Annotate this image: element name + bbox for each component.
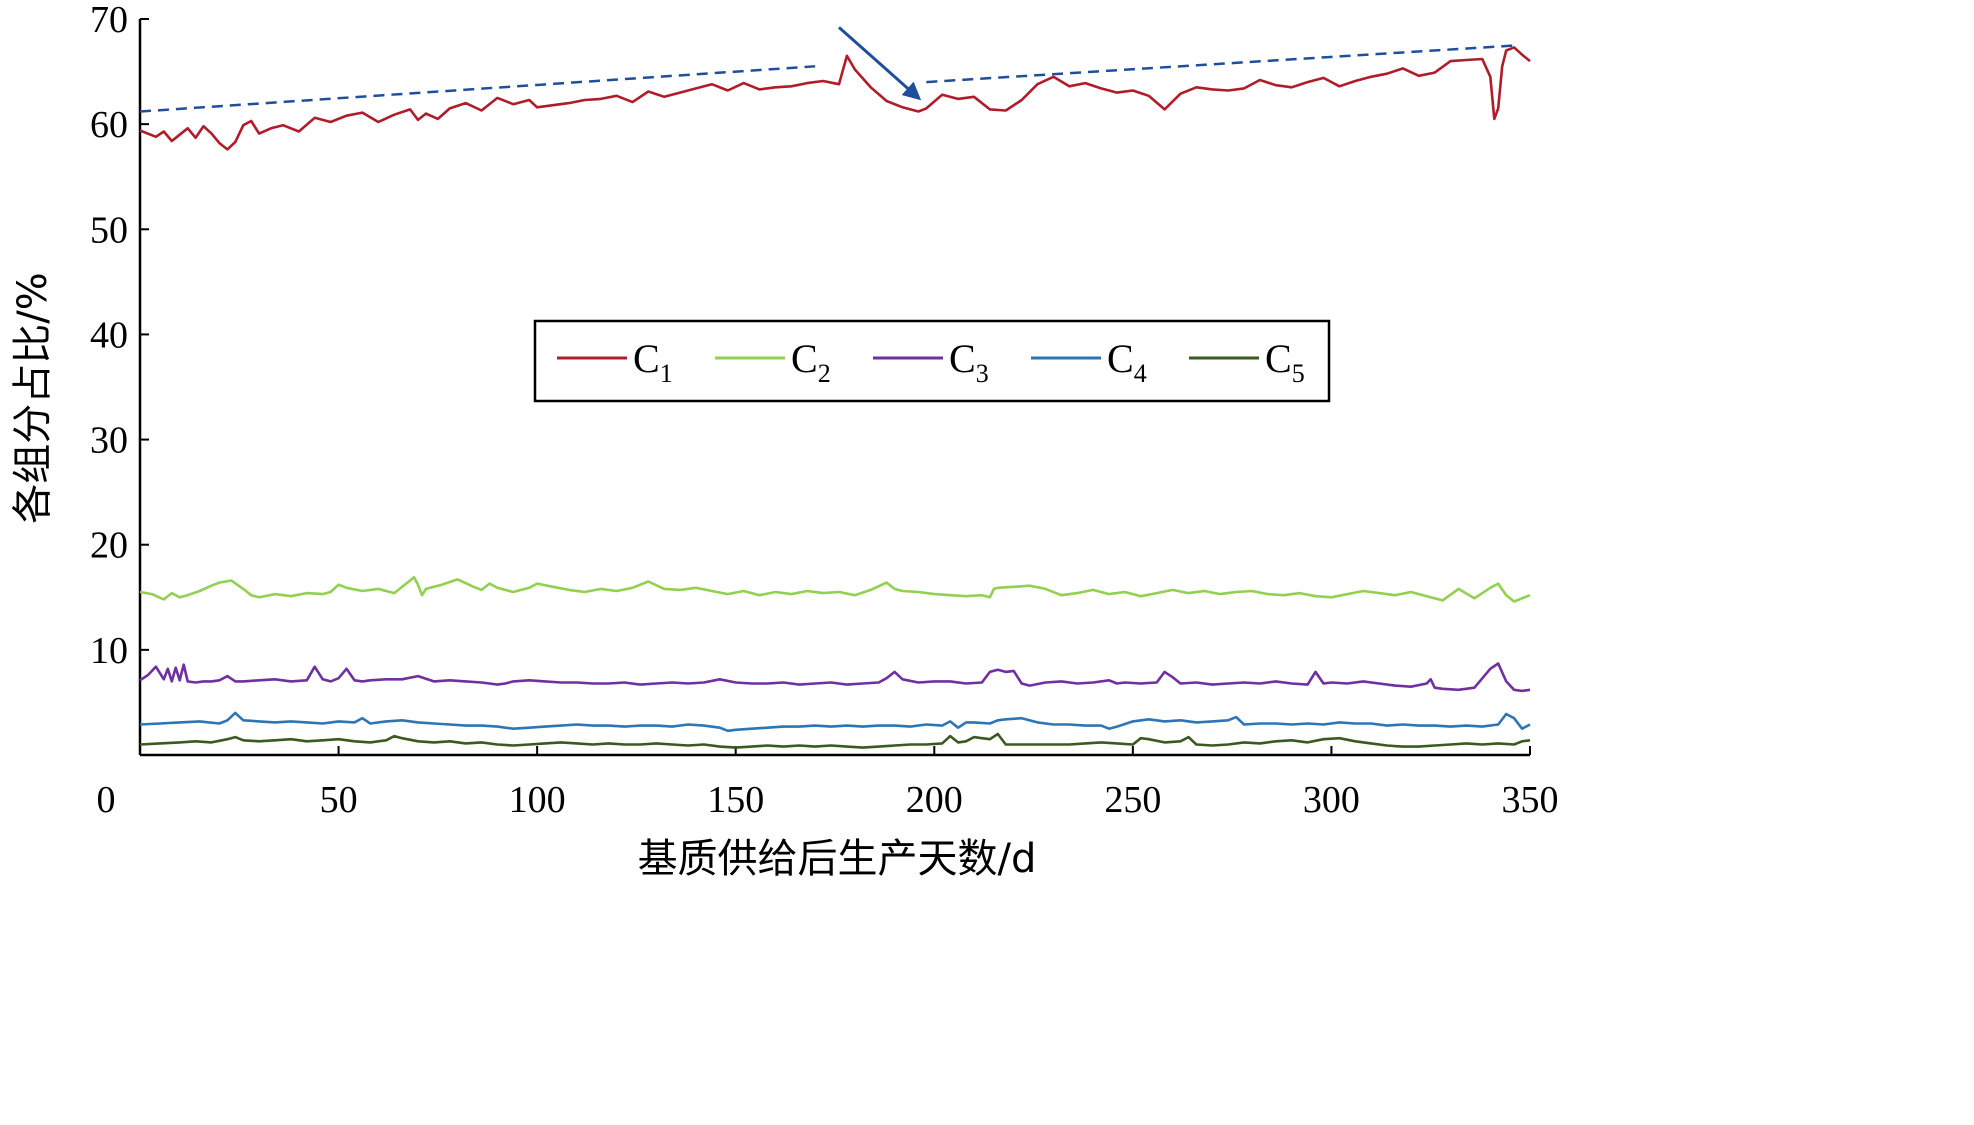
legend-label-main: C [949, 336, 976, 381]
legend-label: C4 [1107, 336, 1147, 388]
legend-label: C5 [1265, 336, 1305, 388]
trend-line [139, 65, 816, 113]
series-layer [139, 46, 1531, 749]
y-tick-label: 20 [90, 525, 128, 567]
legend-label-main: C [633, 336, 660, 381]
legend-label-sub: 5 [1292, 359, 1305, 388]
x-tick-label: 50 [320, 779, 358, 821]
series-line-c4 [139, 711, 1531, 733]
x-tick-label: 250 [1104, 779, 1161, 821]
legend-label: C3 [949, 336, 989, 388]
x-tick-label: 350 [1502, 779, 1559, 821]
legend-label-sub: 4 [1134, 359, 1147, 388]
y-tick-label: 70 [90, 0, 128, 41]
annotations-layer [139, 26, 1519, 113]
y-tick-label: 30 [90, 420, 128, 462]
y-tick-label: 40 [90, 314, 128, 356]
x-tick-label: 200 [906, 779, 963, 821]
legend-label: C2 [791, 336, 831, 388]
x-axis-title: 基质供给后生产天数/d [638, 836, 1037, 882]
y-tick-label: 60 [90, 104, 128, 146]
chart-container: 0 50 100 150 200 250 300 350 10 20 30 40 50 60 70 C1 C2… [10, 0, 1559, 882]
legend-label-sub: 1 [660, 359, 673, 388]
series-line-c1 [139, 46, 1531, 151]
series-line-c5 [139, 732, 1531, 749]
series-line-c3 [139, 662, 1531, 693]
legend-label-sub: 3 [976, 359, 989, 388]
y-axis-title: 各组分占比/% [10, 272, 56, 523]
y-tick-label: 50 [90, 209, 128, 251]
trend-line [926, 44, 1519, 84]
legend: C1 C2 C3 C4 C5 [533, 319, 1331, 403]
annotation-arrow [837, 26, 922, 101]
legend-label-main: C [1107, 336, 1134, 381]
series-line-c2 [139, 575, 1531, 603]
legend-label-main: C [791, 336, 818, 381]
x-tick-label: 100 [509, 779, 566, 821]
legend-box [533, 319, 1331, 403]
x-tick-label: 300 [1303, 779, 1360, 821]
x-tick-label-0: 0 [97, 779, 116, 821]
legend-label: C1 [633, 336, 673, 388]
legend-label-main: C [1265, 336, 1292, 381]
y-tick-label: 10 [90, 630, 128, 672]
axes-layer: 0 50 100 150 200 250 300 350 10 20 30 40 50 60 70 [90, 0, 1559, 821]
legend-label-sub: 2 [818, 359, 831, 388]
x-tick-label: 150 [707, 779, 764, 821]
